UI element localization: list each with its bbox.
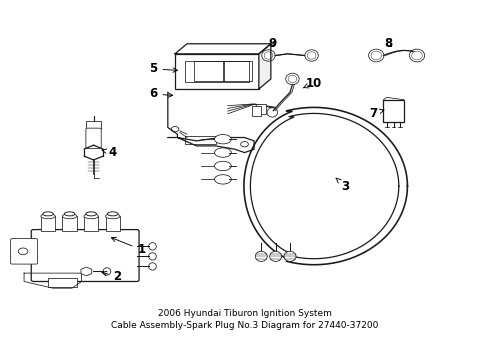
Text: 10: 10 — [303, 77, 322, 90]
FancyBboxPatch shape — [11, 239, 38, 264]
Bar — [251, 106, 261, 116]
Ellipse shape — [285, 73, 299, 85]
Ellipse shape — [214, 175, 231, 184]
Ellipse shape — [64, 212, 75, 216]
Ellipse shape — [148, 263, 156, 270]
Ellipse shape — [103, 268, 111, 275]
Polygon shape — [175, 44, 270, 54]
Polygon shape — [167, 92, 254, 153]
Ellipse shape — [148, 253, 156, 260]
Ellipse shape — [214, 161, 231, 171]
Text: 3: 3 — [335, 178, 348, 193]
Ellipse shape — [105, 214, 120, 219]
Ellipse shape — [408, 49, 424, 62]
Ellipse shape — [214, 135, 231, 144]
Text: 7: 7 — [368, 107, 383, 120]
Bar — [184, 60, 249, 82]
FancyBboxPatch shape — [175, 54, 258, 89]
Ellipse shape — [255, 251, 267, 261]
Text: 6: 6 — [149, 87, 172, 100]
Ellipse shape — [287, 75, 296, 82]
Ellipse shape — [86, 212, 96, 216]
Bar — [256, 104, 265, 114]
Ellipse shape — [264, 52, 272, 59]
Ellipse shape — [62, 214, 77, 219]
Ellipse shape — [370, 51, 381, 60]
Polygon shape — [24, 273, 81, 288]
Text: 5: 5 — [149, 62, 177, 75]
FancyBboxPatch shape — [86, 128, 101, 149]
Bar — [223, 61, 252, 81]
Bar — [84, 216, 98, 231]
Bar — [194, 61, 223, 81]
Ellipse shape — [304, 50, 318, 61]
Text: 1: 1 — [111, 237, 145, 256]
Polygon shape — [258, 44, 270, 89]
Bar — [105, 216, 120, 231]
Ellipse shape — [148, 243, 156, 250]
Text: 2: 2 — [102, 270, 122, 283]
Bar — [41, 216, 55, 231]
Text: 8: 8 — [384, 37, 391, 50]
Ellipse shape — [368, 49, 383, 62]
Bar — [48, 278, 77, 287]
FancyBboxPatch shape — [31, 230, 139, 282]
Polygon shape — [244, 107, 407, 265]
FancyBboxPatch shape — [383, 100, 403, 122]
Ellipse shape — [266, 108, 277, 117]
Ellipse shape — [411, 51, 422, 60]
Ellipse shape — [41, 214, 55, 219]
Ellipse shape — [284, 251, 295, 261]
Ellipse shape — [84, 214, 98, 219]
Ellipse shape — [306, 52, 315, 59]
Bar — [62, 216, 77, 231]
Ellipse shape — [42, 212, 53, 216]
Ellipse shape — [269, 251, 281, 261]
Text: 9: 9 — [267, 37, 276, 50]
Text: 4: 4 — [102, 146, 117, 159]
Ellipse shape — [261, 50, 275, 61]
Ellipse shape — [107, 212, 118, 216]
Text: 2006 Hyundai Tiburon Ignition System
Cable Assembly-Spark Plug No.3 Diagram for : 2006 Hyundai Tiburon Ignition System Cab… — [111, 309, 377, 330]
Ellipse shape — [214, 148, 231, 157]
Bar — [86, 121, 101, 129]
